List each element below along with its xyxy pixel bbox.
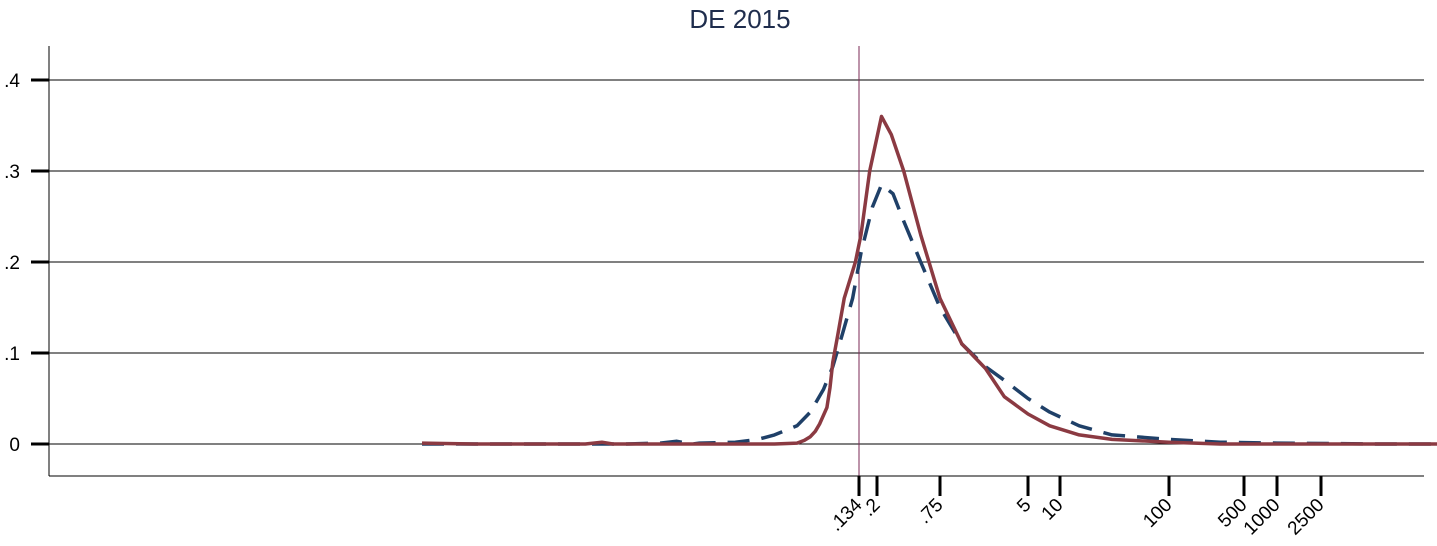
series-line-dashed (422, 182, 1437, 446)
x-tick-label: .2 (858, 495, 884, 521)
gridlines (49, 79, 1424, 445)
x-tick-label: 2500 (1284, 495, 1329, 540)
x-tick-label: 1000 (1240, 495, 1285, 540)
y-tick-label: .1 (4, 344, 20, 365)
x-tick-label: 5 (1013, 495, 1035, 517)
series-line-solid (421, 114, 1437, 446)
y-tick-label: .2 (4, 253, 20, 274)
chart-title: DE 2015 (689, 4, 790, 34)
y-tick-label: .4 (4, 71, 20, 92)
x-tick-label: 100 (1139, 495, 1176, 532)
x-tick-label: .75 (914, 495, 948, 529)
x-tick-label: .134 (826, 494, 867, 535)
x-tick-label: 10 (1038, 495, 1068, 525)
y-tick-label: .3 (4, 162, 20, 183)
series-layer (421, 114, 1437, 446)
y-tick-label: 0 (9, 435, 20, 456)
